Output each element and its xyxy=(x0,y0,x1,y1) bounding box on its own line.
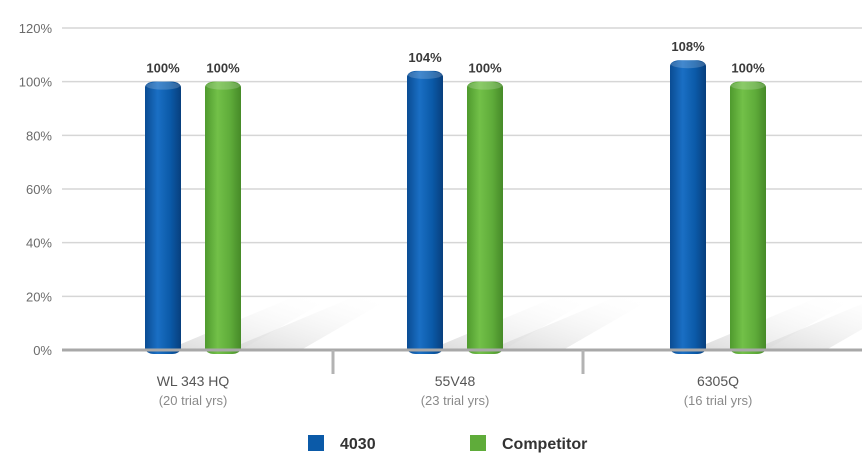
category-label: 6305Q xyxy=(697,373,739,389)
legend-label: 4030 xyxy=(340,436,376,453)
axes: 0% 20% 40% 60% 80% 100% 120% WL 343 HQ (20 trial… xyxy=(19,21,862,408)
category-label: 55V48 xyxy=(435,373,476,389)
bar-4030 xyxy=(407,70,443,354)
y-tick-label: 40% xyxy=(26,236,52,251)
category-sublabel: (20 trial yrs) xyxy=(159,393,228,408)
bar-shadow xyxy=(503,298,653,350)
gridlines xyxy=(62,27,862,298)
bar-cap xyxy=(408,70,442,79)
data-label: 108% xyxy=(671,39,705,54)
y-tick-label: 0% xyxy=(33,343,52,358)
data-label: 100% xyxy=(146,61,180,76)
legend-label: Competitor xyxy=(502,436,587,453)
legend-swatch xyxy=(308,435,324,451)
y-tick-label: 120% xyxy=(19,21,53,36)
data-label: 104% xyxy=(408,50,442,65)
bar-competitor xyxy=(730,81,766,355)
bar-cap xyxy=(671,60,705,69)
bar-shadow xyxy=(241,298,391,350)
bar-4030 xyxy=(145,81,181,355)
bar-cap xyxy=(206,81,240,90)
bar-competitor xyxy=(205,81,241,355)
y-tick-label: 80% xyxy=(26,128,52,143)
y-tick-label: 60% xyxy=(26,182,52,197)
y-tick-label: 20% xyxy=(26,289,52,304)
bar-cap xyxy=(146,81,180,90)
data-label: 100% xyxy=(468,61,502,76)
bars: 100% 100% 104% 100% 108% 100% xyxy=(145,39,766,355)
bar-cap xyxy=(468,81,502,90)
bar-competitor xyxy=(467,81,503,355)
bar-cap xyxy=(731,81,765,90)
legend-swatch xyxy=(470,435,486,451)
legend: 4030 Competitor xyxy=(308,435,587,453)
category-label: WL 343 HQ xyxy=(157,373,230,389)
bar-shadow xyxy=(766,303,862,350)
category-sublabel: (23 trial yrs) xyxy=(421,393,490,408)
bar-4030 xyxy=(670,60,706,354)
y-tick-label: 100% xyxy=(19,75,53,90)
data-label: 100% xyxy=(206,61,240,76)
category-sublabel: (16 trial yrs) xyxy=(684,393,753,408)
data-label: 100% xyxy=(731,61,765,76)
